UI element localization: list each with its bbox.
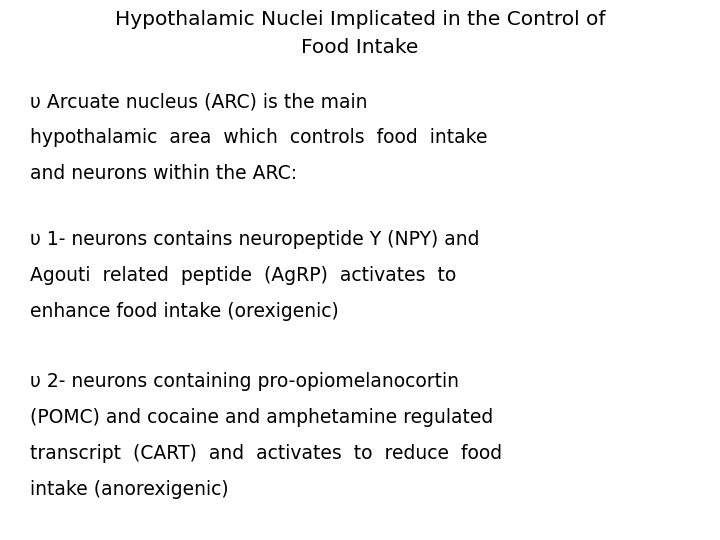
Text: υ 1- neurons contains neuropeptide Y (NPY) and: υ 1- neurons contains neuropeptide Y (NP… bbox=[30, 230, 480, 249]
Text: transcript  (CART)  and  activates  to  reduce  food: transcript (CART) and activates to reduc… bbox=[30, 444, 502, 463]
Text: υ 2- neurons containing pro-opiomelanocortin: υ 2- neurons containing pro-opiomelanoco… bbox=[30, 372, 459, 391]
Text: (POMC) and cocaine and amphetamine regulated: (POMC) and cocaine and amphetamine regul… bbox=[30, 408, 493, 427]
Text: intake (anorexigenic): intake (anorexigenic) bbox=[30, 480, 229, 499]
Text: enhance food intake (orexigenic): enhance food intake (orexigenic) bbox=[30, 302, 338, 321]
Text: Food Intake: Food Intake bbox=[301, 38, 419, 57]
Text: Hypothalamic Nuclei Implicated in the Control of: Hypothalamic Nuclei Implicated in the Co… bbox=[114, 10, 606, 29]
Text: Agouti  related  peptide  (AgRP)  activates  to: Agouti related peptide (AgRP) activates … bbox=[30, 266, 456, 285]
Text: and neurons within the ARC:: and neurons within the ARC: bbox=[30, 164, 297, 183]
Text: υ Arcuate nucleus (ARC) is the main: υ Arcuate nucleus (ARC) is the main bbox=[30, 92, 367, 111]
Text: hypothalamic  area  which  controls  food  intake: hypothalamic area which controls food in… bbox=[30, 128, 487, 147]
